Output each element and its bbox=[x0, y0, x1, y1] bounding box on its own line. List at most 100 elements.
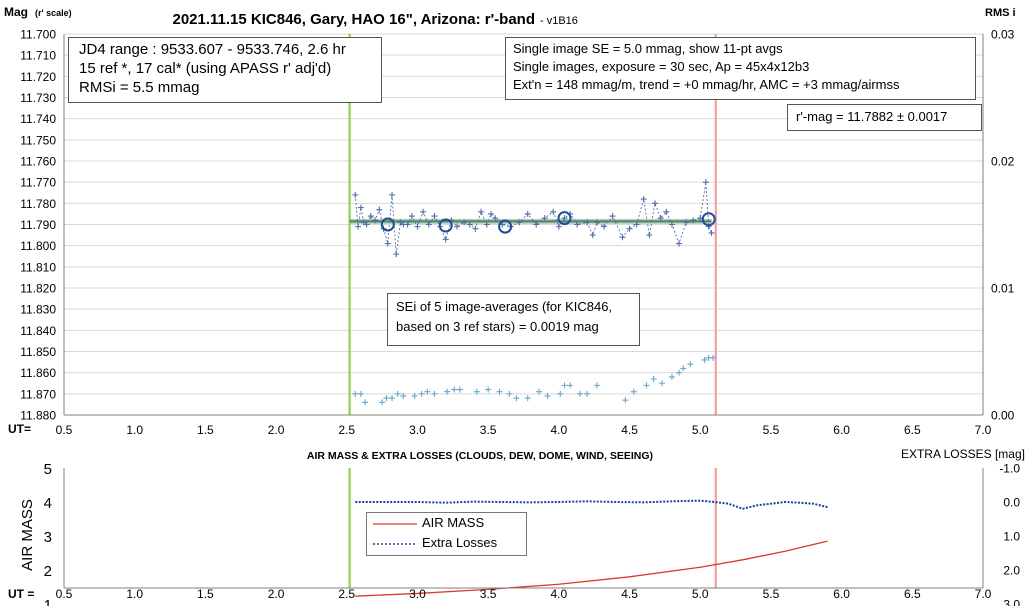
single-image-point bbox=[420, 208, 427, 215]
single-image-point bbox=[461, 219, 468, 226]
reference-star-point bbox=[577, 390, 584, 397]
x-tick-label: 5.5 bbox=[763, 423, 780, 437]
reference-star-point bbox=[630, 388, 637, 395]
single-image-point bbox=[609, 213, 616, 220]
single-image-point bbox=[668, 221, 675, 228]
single-image-point bbox=[657, 215, 664, 222]
single-image-point bbox=[594, 219, 601, 226]
reference-star-point bbox=[567, 382, 574, 389]
bottom-x-tick-label: 5.5 bbox=[763, 587, 780, 601]
bottom-y-axis-label: AIR MASS bbox=[19, 499, 36, 571]
single-image-point bbox=[372, 217, 379, 224]
single-image-point bbox=[626, 225, 633, 232]
bottom-y2-tick-label: 1.0 bbox=[1003, 530, 1020, 544]
airmass-line bbox=[355, 540, 828, 597]
y-tick-label: 11.760 bbox=[20, 155, 56, 169]
bottom-y2-tick-label: 2.0 bbox=[1003, 564, 1020, 578]
single-image-point bbox=[601, 223, 608, 230]
reference-star-point bbox=[544, 392, 551, 399]
single-image-point bbox=[561, 215, 568, 222]
chart-version: - v1B16 bbox=[540, 15, 578, 27]
single-image-point bbox=[454, 223, 461, 230]
info-ref-stars: 15 ref *, 17 cal* (using APASS r' adj'd) bbox=[79, 60, 332, 77]
single-image-point bbox=[619, 234, 626, 241]
bottom-chart-marker-lines bbox=[348, 468, 717, 588]
y2-tick-label: 0.01 bbox=[991, 282, 1015, 296]
y-tick-label: 11.780 bbox=[20, 197, 56, 211]
single-image-point bbox=[550, 208, 557, 215]
single-image-point bbox=[574, 221, 581, 228]
x-axis-label: UT= bbox=[8, 422, 31, 436]
top-chart-plot bbox=[349, 179, 716, 406]
single-image-point bbox=[651, 200, 658, 207]
reference-star-point bbox=[687, 361, 694, 368]
single-image-point bbox=[584, 219, 591, 226]
single-image-point bbox=[640, 196, 647, 203]
single-image-point bbox=[683, 219, 690, 226]
reference-star-point bbox=[389, 395, 396, 402]
legend-airmass-label: AIR MASS bbox=[422, 515, 485, 530]
reference-star-point bbox=[411, 392, 418, 399]
single-image-point bbox=[533, 221, 540, 228]
single-image-point bbox=[425, 221, 432, 228]
y-axis-label: Mag bbox=[4, 5, 28, 19]
single-image-point bbox=[363, 221, 370, 228]
bottom-y2-tick-label: 0.0 bbox=[1003, 496, 1020, 510]
reference-star-point bbox=[584, 390, 591, 397]
single-image-point bbox=[646, 232, 653, 239]
reference-star-point bbox=[383, 395, 390, 402]
x-tick-label: 6.0 bbox=[833, 423, 850, 437]
sei-box: SEi of 5 image-averages (for KIC846, bas… bbox=[387, 293, 640, 346]
single-image-point bbox=[516, 219, 523, 226]
reference-star-point bbox=[709, 354, 716, 361]
x-tick-label: 7.0 bbox=[975, 423, 992, 437]
average-point bbox=[380, 217, 395, 232]
bottom-x-tick-label: 4.0 bbox=[551, 587, 568, 601]
rmag-value: r'-mag = 11.7882 ± 0.0017 bbox=[796, 109, 948, 124]
bottom-y-tick-label: 2 bbox=[44, 563, 52, 580]
info-extinction: Ext'n = 148 mmag/m, trend = +0 mmag/hr, … bbox=[513, 77, 900, 92]
single-image-point bbox=[478, 208, 485, 215]
reference-star-point bbox=[379, 399, 386, 406]
bottom-x-tick-label: 7.0 bbox=[975, 587, 992, 601]
y2-axis-label: RMS i bbox=[985, 7, 1016, 19]
bottom-chart-plot bbox=[355, 499, 828, 597]
x-tick-label: 2.5 bbox=[338, 423, 355, 437]
x-tick-label: 3.5 bbox=[480, 423, 497, 437]
single-image-point bbox=[663, 208, 670, 215]
single-image-point bbox=[414, 223, 421, 230]
single-image-point bbox=[466, 221, 473, 228]
y-tick-label: 11.770 bbox=[20, 176, 56, 190]
reference-star-point bbox=[400, 392, 407, 399]
info-exposure: Single images, exposure = 30 sec, Ap = 4… bbox=[513, 59, 810, 74]
rmag-box: r'-mag = 11.7882 ± 0.0017 bbox=[787, 104, 982, 131]
y-tick-label: 11.800 bbox=[20, 239, 56, 253]
single-image-point bbox=[483, 221, 490, 228]
bottom-x-axis-label: UT = bbox=[8, 587, 34, 601]
single-image-point bbox=[442, 236, 449, 243]
single-image-point bbox=[676, 240, 683, 247]
single-image-point bbox=[389, 191, 396, 198]
y-axis-unit: (r' scale) bbox=[35, 8, 72, 18]
single-image-point bbox=[702, 179, 709, 186]
single-image-point bbox=[690, 217, 697, 224]
bottom-x-tick-label: 2.0 bbox=[268, 587, 285, 601]
reference-star-point bbox=[622, 397, 629, 404]
bottom-x-tick-label: 1.5 bbox=[197, 587, 214, 601]
reference-star-point bbox=[668, 373, 675, 380]
reference-star-point bbox=[557, 390, 564, 397]
single-image-connector bbox=[354, 182, 712, 255]
y-tick-label: 11.730 bbox=[20, 91, 56, 105]
reference-star-point bbox=[659, 380, 666, 387]
bottom-x-tick-label: 2.5 bbox=[338, 587, 355, 601]
reference-star-point bbox=[352, 390, 359, 397]
x-tick-label: 2.0 bbox=[268, 423, 285, 437]
average-point bbox=[701, 212, 716, 227]
average-point bbox=[438, 218, 453, 233]
y-tick-label: 11.710 bbox=[20, 49, 56, 63]
y-tick-label: 11.860 bbox=[20, 366, 56, 380]
chart-title: 2021.11.15 KIC846, Gary, HAO 16", Arizon… bbox=[173, 11, 536, 28]
single-image-point bbox=[384, 240, 391, 247]
single-image-point bbox=[541, 215, 548, 222]
y-tick-label: 11.810 bbox=[20, 260, 56, 274]
